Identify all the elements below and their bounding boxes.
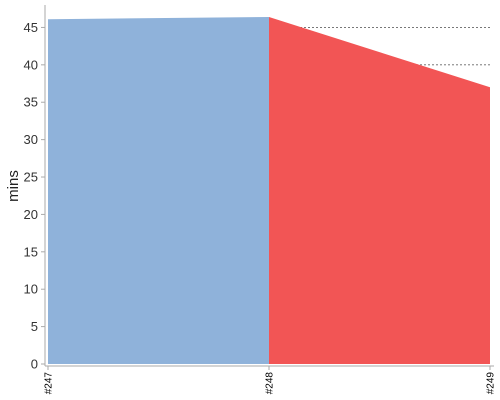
y-axis-title: mins bbox=[5, 170, 22, 202]
x-tick-label-0: #247 bbox=[44, 372, 55, 395]
y-tick-label-15: 15 bbox=[24, 244, 38, 259]
area-series bbox=[48, 16, 490, 365]
y-tick-label-30: 30 bbox=[24, 132, 38, 147]
area-segment-2 bbox=[379, 52, 490, 365]
y-tick-label-5: 5 bbox=[31, 319, 38, 334]
y-tick-label-40: 40 bbox=[24, 57, 38, 72]
y-tick-labels: 0 5 10 15 20 25 30 35 40 45 bbox=[24, 20, 45, 372]
y-tick-label-25: 25 bbox=[24, 170, 38, 185]
y-tick-label-45: 45 bbox=[24, 20, 38, 35]
y-tick-label-20: 20 bbox=[24, 207, 38, 222]
area-segment-1 bbox=[269, 16, 380, 364]
y-tick-label-0: 0 bbox=[31, 357, 38, 372]
x-tick-labels: #247 #248 #249 bbox=[44, 366, 497, 394]
x-tick-label-2: #249 bbox=[486, 372, 497, 395]
y-tick-label-35: 35 bbox=[24, 95, 38, 110]
y-tick-label-10: 10 bbox=[24, 282, 38, 297]
area-segment-0 bbox=[48, 16, 269, 364]
x-tick-label-1: #248 bbox=[265, 372, 276, 395]
